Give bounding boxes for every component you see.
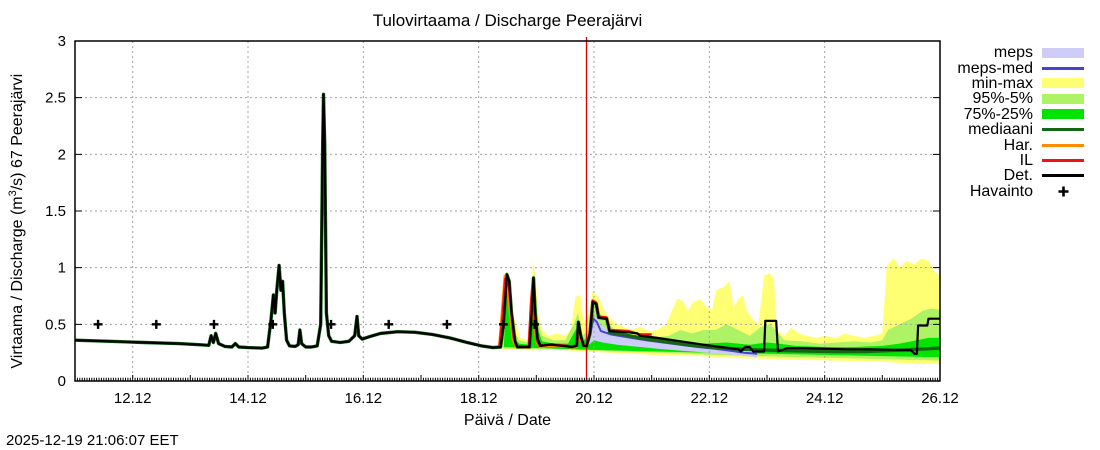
x-tick-label: 16.12: [345, 390, 383, 407]
legend-swatch-box: [1042, 78, 1084, 89]
legend-item-det-: Det.: [957, 167, 1084, 185]
y-axis-label-sup: 3: [6, 190, 19, 197]
observation-marker: [93, 319, 103, 329]
series-det-: [74, 93, 940, 355]
legend-label: mediaani: [968, 121, 1033, 139]
legend: meps meps-med min-max 95%-5% 75%-25% mediaani…: [957, 45, 1084, 199]
legend-label: Det.: [1003, 167, 1033, 185]
y-tick-label: 1.5: [45, 203, 66, 220]
legend-color-sample: [1042, 158, 1084, 162]
legend-label: meps: [993, 44, 1033, 62]
legend-item-il: IL: [957, 151, 1084, 169]
legend-label: min-max: [971, 74, 1033, 92]
legend-swatch-line: [1042, 128, 1084, 132]
legend-swatch-line: [1042, 143, 1084, 147]
legend-item-min-max: min-max: [957, 74, 1084, 92]
legend-item-95-5-: 95%-5%: [957, 90, 1084, 108]
legend-swatch-plus: [1042, 185, 1084, 198]
x-tick-label: 14.12: [229, 390, 267, 407]
legend-item-mediaani: mediaani: [957, 121, 1084, 139]
y-tick-label: 2.5: [45, 90, 66, 107]
legend-label: Har.: [1003, 136, 1033, 154]
y-tick-label: 0.5: [45, 316, 66, 333]
legend-swatch-line: [1042, 174, 1084, 178]
observation-marker: [498, 319, 508, 329]
y-axis-label-suffix: /s) 67 Peerajärvi: [9, 73, 27, 191]
x-tick-label: 12.12: [114, 390, 152, 407]
observation-marker: [209, 319, 219, 329]
legend-item-meps-med: meps-med: [957, 59, 1084, 77]
legend-color-sample: [1042, 109, 1084, 120]
chart-title: Tulovirtaama / Discharge Peerajärvi: [372, 11, 643, 30]
x-axis-label: Päivä / Date: [463, 412, 552, 429]
observation-marker: [384, 319, 394, 329]
observation-marker: [151, 319, 161, 329]
legend-color-sample: [1042, 78, 1084, 89]
legend-label: 95%-5%: [972, 90, 1033, 108]
legend-color-sample: [1042, 93, 1084, 104]
observation-marker: [268, 319, 278, 329]
legend-swatch-line: [1042, 66, 1084, 70]
legend-item-har-: Har.: [957, 136, 1084, 154]
y-tick-label: 3: [58, 33, 66, 50]
legend-item-meps: meps: [957, 44, 1084, 62]
observation-marker: [530, 319, 540, 329]
legend-label: 75%-25%: [963, 105, 1033, 123]
legend-color-sample: [1042, 174, 1084, 178]
y-tick-label: 0: [58, 373, 66, 390]
legend-item-75-25-: 75%-25%: [957, 105, 1084, 123]
legend-swatch-box: [1042, 109, 1084, 120]
legend-color-sample: [1042, 143, 1084, 147]
x-axis-ticks: [74, 375, 941, 381]
timestamp: 2025-12-19 21:06:07 EET: [6, 432, 179, 449]
legend-item-havainto: Havainto: [957, 182, 1084, 200]
x-tick-label: 18.12: [460, 390, 498, 407]
legend-swatch-box: [1042, 93, 1084, 104]
legend-label: meps-med: [957, 59, 1033, 77]
y-tick-label: 2: [58, 146, 66, 163]
y-tick-label: 1: [58, 260, 66, 277]
y-axis-label: Virtaama / Discharge (m3/s) 67 Peerajärv…: [7, 11, 27, 431]
legend-swatch-box: [1042, 47, 1084, 58]
legend-color-sample: [1042, 47, 1084, 58]
x-tick-label: 26.12: [921, 390, 959, 407]
legend-color-sample: [1042, 66, 1084, 70]
y-axis-label-text: Virtaama / Discharge (m: [9, 196, 27, 369]
x-tick-label: 24.12: [806, 390, 844, 407]
y-axis-ticks: [75, 40, 940, 382]
observation-marker: [442, 319, 452, 329]
legend-label: Havainto: [969, 182, 1033, 200]
legend-color-sample: [1042, 128, 1084, 132]
legend-swatch-line: [1042, 158, 1084, 162]
legend-label: IL: [1019, 151, 1033, 169]
plus-marker-icon: [1058, 186, 1068, 197]
observation-marker: [326, 319, 336, 329]
x-tick-label: 22.12: [691, 390, 729, 407]
x-tick-label: 20.12: [575, 390, 613, 407]
